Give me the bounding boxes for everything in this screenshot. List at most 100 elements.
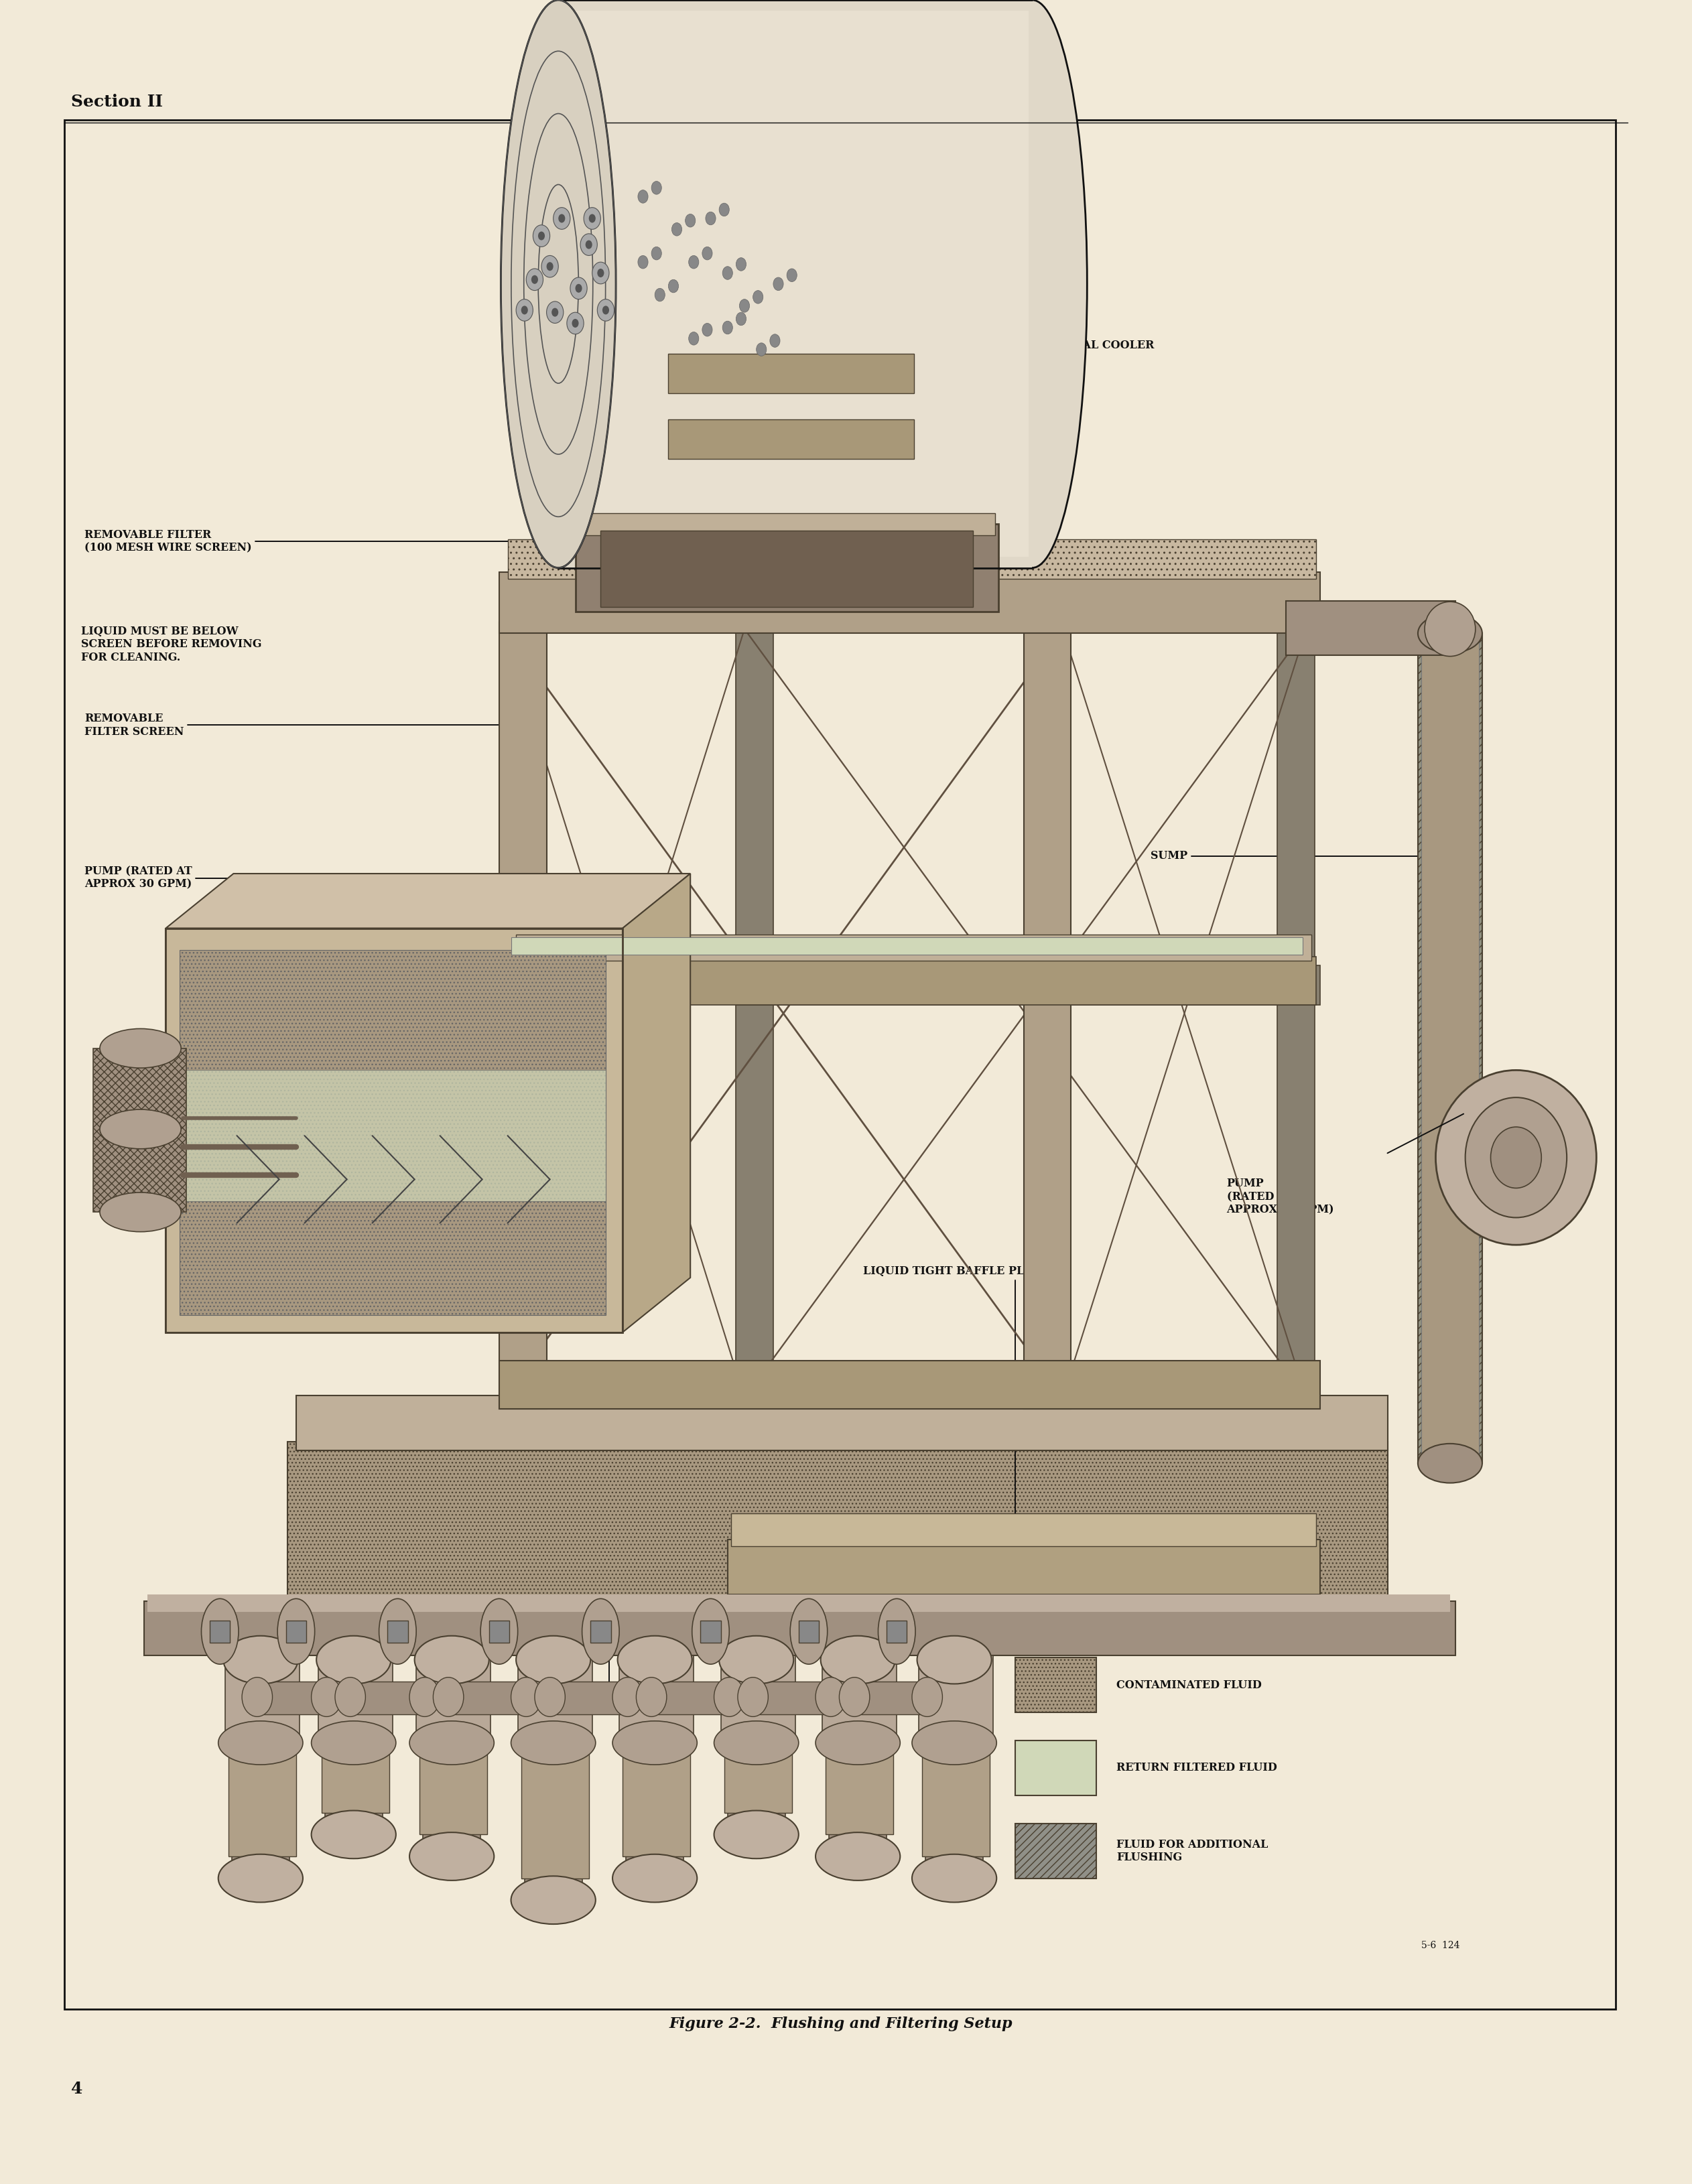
Ellipse shape [535,1677,565,1717]
Ellipse shape [1418,614,1482,653]
Bar [387,1621,408,1642]
Ellipse shape [511,1677,541,1717]
Circle shape [533,225,550,247]
Text: FILTERS: FILTERS [530,1618,609,1706]
Ellipse shape [912,1677,942,1717]
Ellipse shape [613,1854,697,1902]
Ellipse shape [481,1599,518,1664]
Bar [1024,622,1071,1409]
Bar [858,1682,924,1714]
Bar [700,1621,721,1642]
Circle shape [638,256,648,269]
Bar [499,1361,1320,1409]
Bar [1448,1129,1508,1184]
Circle shape [553,207,570,229]
Ellipse shape [816,1832,900,1880]
Circle shape [575,284,582,293]
Bar [575,524,998,612]
Text: FLUID FOR ADDITIONAL
FLUSHING: FLUID FOR ADDITIONAL FLUSHING [1117,1839,1269,1863]
Circle shape [655,288,665,301]
Ellipse shape [821,1636,895,1684]
Bar [736,1369,1320,1409]
Bar [93,1048,186,1212]
Bar [499,622,547,1409]
Bar [210,1621,230,1642]
Ellipse shape [738,1677,768,1717]
Circle shape [753,290,763,304]
Ellipse shape [912,1721,997,1765]
Ellipse shape [1418,1444,1482,1483]
Bar [64,120,1616,2009]
Bar [668,419,914,459]
Bar [736,622,773,1409]
Circle shape [589,214,596,223]
Bar [420,1747,487,1835]
Bar [609,446,964,550]
Ellipse shape [409,1677,440,1717]
Bar [318,1655,393,1747]
Bar [822,1655,897,1747]
Circle shape [770,334,780,347]
Ellipse shape [714,1811,799,1859]
Ellipse shape [201,1599,239,1664]
Circle shape [722,321,733,334]
Circle shape [597,269,604,277]
Bar [736,965,1320,1005]
Bar [423,1660,481,1856]
Ellipse shape [100,1029,181,1068]
Bar [728,1660,785,1835]
Ellipse shape [311,1721,396,1765]
Circle shape [719,203,729,216]
Ellipse shape [511,1876,596,1924]
Ellipse shape [1465,1099,1567,1219]
Bar [591,1621,611,1642]
Ellipse shape [613,1721,697,1765]
Text: Section II: Section II [71,94,162,109]
Ellipse shape [223,1636,298,1684]
Circle shape [651,181,662,194]
Circle shape [567,312,584,334]
Circle shape [516,299,533,321]
Circle shape [521,306,528,314]
Ellipse shape [1425,603,1475,657]
Circle shape [558,214,565,223]
Ellipse shape [912,1854,997,1902]
Bar [601,531,973,607]
Ellipse shape [218,1854,303,1902]
Ellipse shape [277,1599,315,1664]
Bar [1418,633,1482,1463]
Bar [286,1621,306,1642]
Ellipse shape [335,1677,365,1717]
Ellipse shape [917,1636,992,1684]
Bar [655,1682,726,1714]
Bar [1286,601,1455,655]
Ellipse shape [816,1721,900,1765]
Ellipse shape [218,1721,303,1765]
Ellipse shape [636,1677,667,1717]
Ellipse shape [692,1599,729,1664]
Bar [922,1747,990,1856]
Circle shape [602,306,609,314]
Ellipse shape [311,1811,396,1859]
Ellipse shape [816,1677,846,1717]
Ellipse shape [409,1721,494,1765]
Bar [511,937,1303,954]
Bar [626,1660,684,1878]
Bar [325,1660,382,1835]
Bar [452,1682,523,1714]
Text: CONTAMINATED FLUID: CONTAMINATED FLUID [1117,1679,1262,1690]
Bar [668,328,778,535]
Text: PUMP
(RATED AT
APPROX 25 GPM): PUMP (RATED AT APPROX 25 GPM) [1227,1177,1335,1216]
Ellipse shape [516,1636,591,1684]
Ellipse shape [719,1636,794,1684]
Text: 4: 4 [71,2081,83,2097]
Circle shape [526,269,543,290]
Circle shape [736,258,746,271]
Bar [1015,1824,1096,1878]
Circle shape [773,277,783,290]
Bar [623,1747,690,1856]
Circle shape [592,262,609,284]
Bar [354,1682,421,1714]
Circle shape [689,332,699,345]
Ellipse shape [433,1677,464,1717]
